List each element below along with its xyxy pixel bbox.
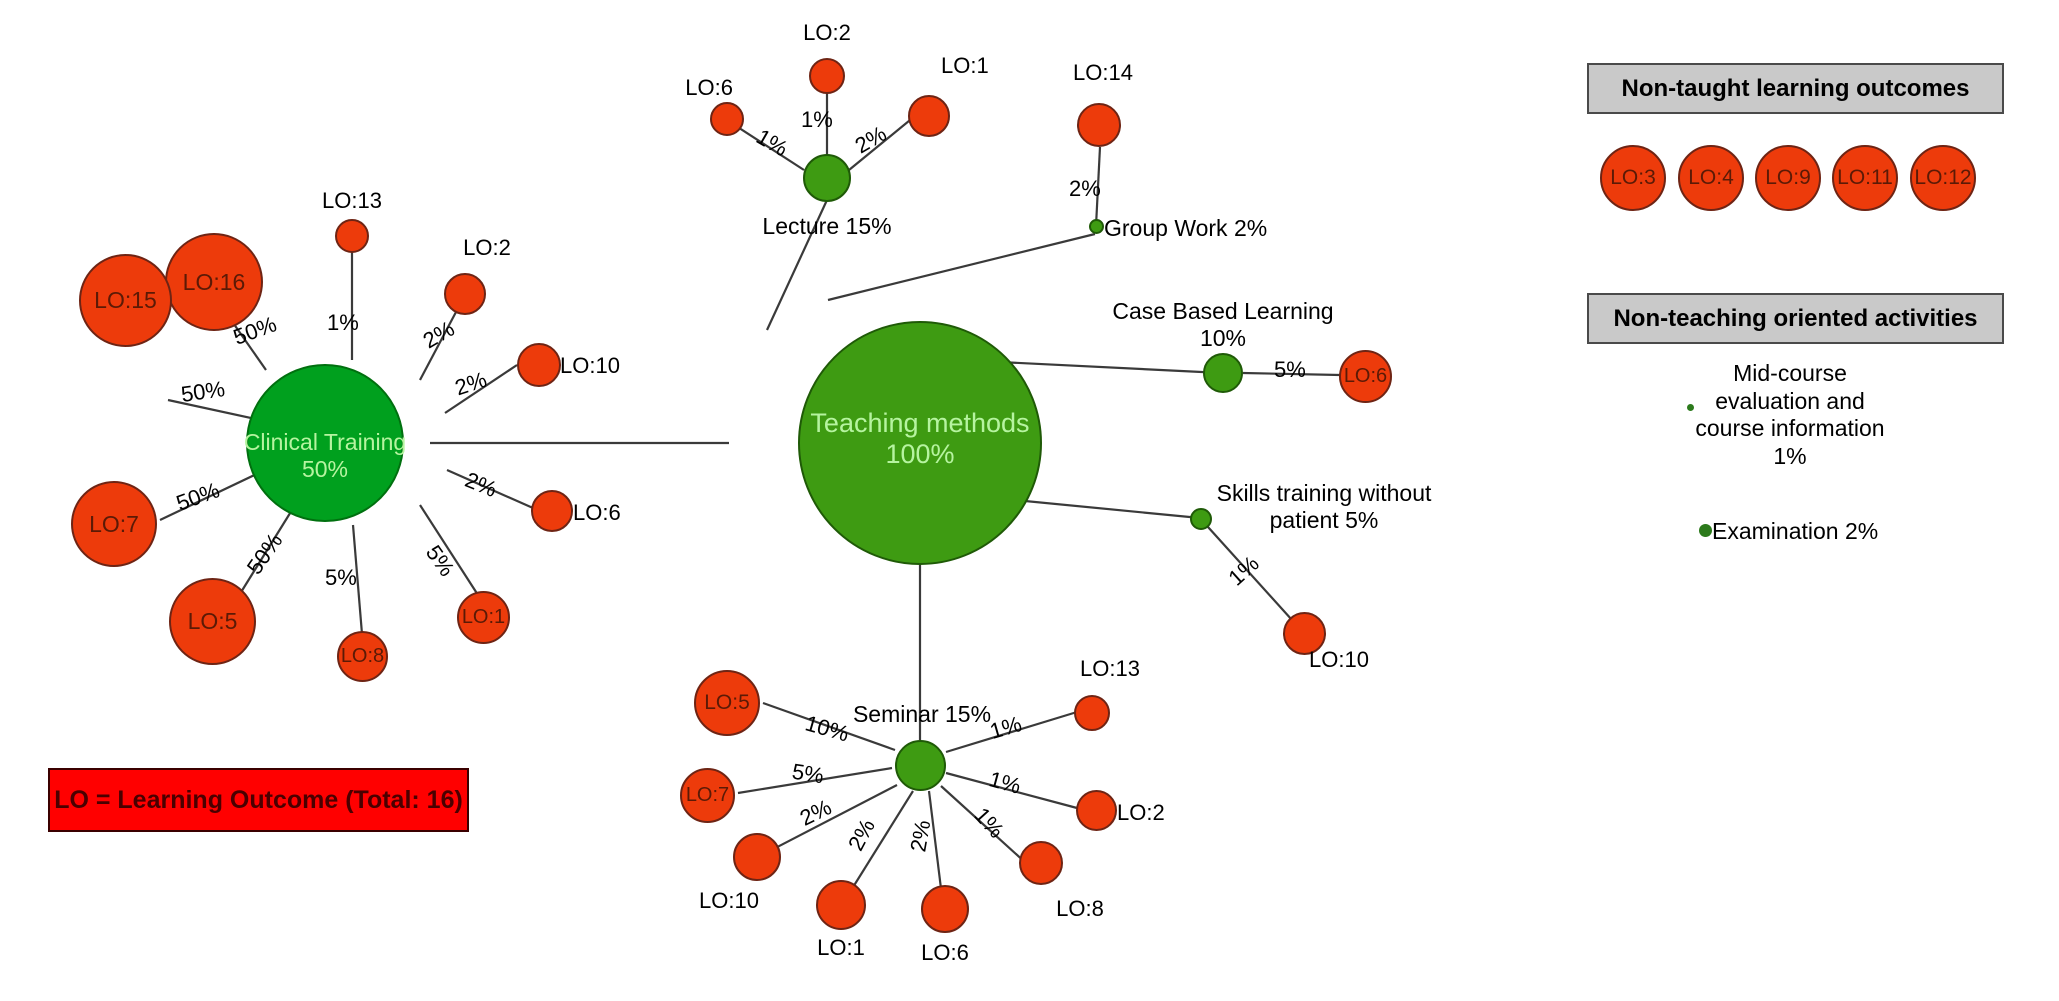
legend-non-taught-header: Non-taught learning outcomes — [1587, 63, 2004, 114]
legend-non-taught-header-text: Non-taught learning outcomes — [1621, 74, 1970, 102]
node-lo-2-lecture[interactable] — [809, 58, 845, 94]
legend-node-lo-3[interactable]: LO:3 — [1600, 145, 1666, 211]
node-lo-6-seminar[interactable] — [921, 885, 969, 933]
node-lo-13-clinical[interactable] — [335, 219, 369, 253]
node-lo-5-clinical[interactable]: LO:5 — [169, 578, 256, 665]
edge-teaching-to-lecture — [766, 199, 828, 331]
node-case-based-learning[interactable] — [1203, 353, 1243, 393]
node-lo-8-clinical[interactable]: LO:8 — [337, 631, 388, 682]
node-lo-13-seminar[interactable] — [1074, 695, 1110, 731]
node-label: LO:11 — [1837, 165, 1893, 189]
edge-groupwork-LO14 — [1094, 146, 1102, 227]
edge-clinical-LO10 — [444, 364, 518, 414]
legend-examination-label: Examination 2% — [1712, 518, 1879, 544]
node-lo-6-cbl[interactable]: LO:6 — [1339, 350, 1392, 403]
node-lo-7-clinical[interactable]: LO:7 — [71, 481, 157, 567]
node-lo-1-lecture[interactable] — [908, 95, 950, 137]
node-lo-14-groupwork[interactable] — [1077, 103, 1121, 147]
node-label: LO:16 — [182, 268, 246, 295]
node-lo-7-seminar[interactable]: LO:7 — [680, 768, 735, 823]
node-lo-1-seminar[interactable] — [816, 880, 866, 930]
edge-lecture-LO1 — [848, 115, 916, 171]
node-lo-6-lecture[interactable] — [710, 102, 744, 136]
node-label: LO:5 — [704, 690, 750, 714]
node-lo-10-seminar[interactable] — [733, 833, 781, 881]
node-label: LO:3 — [1610, 165, 1656, 189]
node-label: LO:1 — [461, 606, 506, 628]
legend-node-lo-11[interactable]: LO:11 — [1832, 145, 1898, 211]
legend-node-lo-12[interactable]: LO:12 — [1910, 145, 1976, 211]
legend-non-teaching-header: Non-teaching oriented activities — [1587, 293, 2004, 344]
legend-dot-examination — [1699, 524, 1712, 537]
node-lo-5-seminar[interactable]: LO:5 — [694, 670, 760, 736]
node-lo-10-skills[interactable] — [1283, 612, 1326, 655]
node-label: LO:5 — [187, 608, 238, 635]
edge-seminar-LO13 — [945, 710, 1078, 754]
node-seminar[interactable] — [895, 740, 946, 791]
node-skills-training[interactable] — [1190, 508, 1212, 530]
node-label: LO:12 — [1914, 165, 1972, 189]
node-lo-2-clinical[interactable] — [444, 273, 486, 315]
legend-lo-key: LO = Learning Outcome (Total: 16) — [48, 768, 469, 832]
node-label: LO:9 — [1765, 165, 1811, 189]
node-label: LO:15 — [94, 287, 157, 314]
node-lo-15-clinical[interactable]: LO:15 — [79, 254, 172, 347]
node-label: LO:7 — [89, 510, 139, 537]
legend-non-teaching-header-text: Non-teaching oriented activities — [1613, 304, 1978, 332]
edge-clinical-LO8 — [351, 524, 364, 635]
edge-clinical-LO6 — [446, 468, 534, 510]
node-lo-10-clinical[interactable] — [517, 343, 561, 387]
edge-skills-LO10 — [1207, 526, 1293, 621]
node-label: LO:6 — [1343, 365, 1388, 387]
node-clinical-training[interactable] — [246, 364, 404, 522]
edge-clinical-LO7 — [159, 469, 266, 521]
node-lo-8-seminar[interactable] — [1019, 841, 1063, 885]
edge-cbl-LO6 — [1242, 371, 1341, 377]
node-label: LO:8 — [340, 645, 385, 667]
node-teaching-methods[interactable] — [798, 321, 1042, 565]
node-lo-2-seminar[interactable] — [1076, 790, 1117, 831]
node-label: LO:4 — [1688, 165, 1734, 189]
node-lo-1-clinical[interactable]: LO:1 — [457, 591, 510, 644]
edge-lecture-LO6 — [732, 123, 805, 171]
legend-lo-key-text: LO = Learning Outcome (Total: 16) — [54, 785, 463, 814]
edge-seminar-LO5 — [762, 701, 896, 752]
node-label: LO:7 — [685, 784, 730, 806]
edge-seminar-LO2 — [945, 771, 1078, 810]
edge-clinical-LO1 — [419, 504, 479, 596]
edge-clinical-LO15 — [167, 398, 261, 422]
node-lecture[interactable] — [803, 154, 851, 202]
node-lo-6-clinical[interactable] — [531, 490, 573, 532]
legend-dot-mid-course-evaluation — [1687, 404, 1694, 411]
edge-seminar-LO7 — [737, 766, 893, 795]
edge-teaching-to-groupwork — [827, 232, 1096, 302]
legend-node-lo-9[interactable]: LO:9 — [1755, 145, 1821, 211]
legend-node-lo-4[interactable]: LO:4 — [1678, 145, 1744, 211]
node-group-work[interactable] — [1089, 219, 1104, 234]
edge-seminar-LO8 — [940, 785, 1028, 865]
edge-seminar-LO10 — [757, 784, 898, 858]
legend-mid-course-evaluation-label: Mid-course evaluation and course informa… — [1695, 360, 1885, 469]
node-lo-16-clinical[interactable]: LO:16 — [165, 233, 263, 331]
